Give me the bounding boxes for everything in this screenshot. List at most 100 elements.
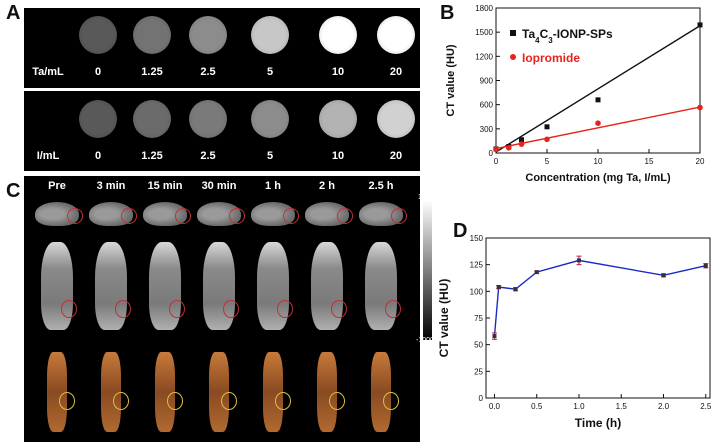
row1-disc [319,16,357,54]
y-tick-label: 900 [480,77,494,86]
y-tick-label: 150 [470,234,484,243]
x-tick-label: 1.5 [616,402,628,411]
tumor-highlight-circle [175,208,191,224]
tumor-highlight-circle [383,392,399,410]
data-point [513,287,518,292]
x-tick-label: 0.5 [531,402,543,411]
y-tick-label: 600 [480,101,494,110]
legend-label: Iopromide [522,51,580,65]
row1-concentration-label: 1.25 [141,66,163,78]
tumor-highlight-circle [283,208,299,224]
colorbar-min-label: -1000 HU [416,337,446,344]
tumor-highlight-circle [169,300,185,318]
tumor-highlight-circle [113,392,129,410]
plot-frame [485,237,711,399]
tumor-highlight-circle [385,300,401,318]
row1-disc [251,16,289,54]
legend-label: Ta4C3-IONP-SPs [522,27,613,45]
data-point [534,270,539,275]
row1-disc [377,16,415,54]
row1-disc [189,16,227,54]
x-tick-label: 2.0 [658,402,670,411]
row1-concentration-label: 20 [389,66,403,78]
data-point [703,263,708,268]
row2-concentration-label: 2.5 [200,150,216,162]
panel-d-chart: 0.0 0.5 1.0 1.5 2.0 2.5 0 25 50 75 100 125 150 Time (… [437,234,712,430]
row2-unit-label: I/mL [36,150,60,162]
time-point-label: 1 h [265,180,281,192]
x-axis-label: Concentration (mg Ta, I/mL) [525,172,671,184]
time-point-label: 15 min [147,180,183,192]
tumor-highlight-circle [61,300,77,318]
row2-disc [251,100,289,138]
y-tick-label: 300 [480,125,494,134]
x-tick-label: 1.0 [573,402,585,411]
tumor-highlight-circle [277,300,293,318]
tumor-highlight-circle [331,300,347,318]
row1-concentration-label: 2.5 [200,66,216,78]
series-line [493,259,706,337]
row1-unit-label: Ta/mL [32,66,64,78]
row1-concentration-label: 10 [331,66,345,78]
3d-volume-render [263,352,283,432]
data-point [595,97,601,103]
time-point-label: 3 min [96,180,126,192]
row1-concentration-label: 5 [266,66,274,78]
tumor-highlight-circle [221,392,237,410]
tumor-highlight-circle [59,392,75,410]
y-tick-label: 25 [474,367,483,376]
y-tick-label: 1200 [475,52,493,61]
y-tick-label: 75 [474,314,483,323]
row2-concentration-label: 5 [266,150,274,162]
3d-volume-render [317,352,337,432]
tumor-highlight-circle [167,392,183,410]
3d-volume-render [155,352,175,432]
tumor-highlight-circle [67,208,83,224]
data-point [595,120,601,126]
tumor-highlight-circle [115,300,131,318]
row1-disc [133,16,171,54]
data-point [518,141,525,147]
fit-line [495,106,701,150]
data-point [544,124,550,130]
data-point [697,22,703,28]
x-tick-label: 0.0 [489,402,501,411]
panel-b-letter: B [440,2,455,24]
x-tick-label: 5 [545,157,550,166]
row2-disc [79,100,117,138]
tumor-highlight-circle [337,208,353,224]
y-tick-label: 0 [479,394,484,403]
time-point-label: Pre [48,180,66,192]
x-tick-label: 2.5 [700,402,712,411]
colorbar-max-label: 1000 HU [418,194,446,201]
data-point [544,136,550,143]
data-point [493,146,499,153]
row2-disc [189,100,227,138]
y-tick-label: 1800 [475,4,493,13]
data-point [661,273,666,278]
x-tick-label: 20 [696,157,705,166]
y-axis-label: CT value (HU) [437,279,451,358]
tumor-highlight-circle [229,208,245,224]
row2-concentration-label: 20 [389,150,403,162]
tumor-highlight-circle [223,300,239,318]
data-point [492,334,497,339]
legend-marker [510,54,516,60]
row2-disc [377,100,415,138]
row2-disc [319,100,357,138]
y-tick-label: 0 [489,149,494,158]
row2-disc [133,100,171,138]
data-point [697,104,703,111]
3d-volume-render [47,352,67,432]
data-point [496,285,501,290]
tumor-highlight-circle [275,392,291,410]
panel-a-letter: A [6,2,21,24]
fit-line [495,25,701,153]
y-tick-label: 50 [474,341,483,350]
row1-disc [79,16,117,54]
y-tick-label: 1500 [475,28,493,37]
row2-concentration-label: 0 [94,150,102,162]
3d-volume-render [101,352,121,432]
data-point [576,258,581,263]
y-axis-label: CT value (HU) [445,44,457,116]
